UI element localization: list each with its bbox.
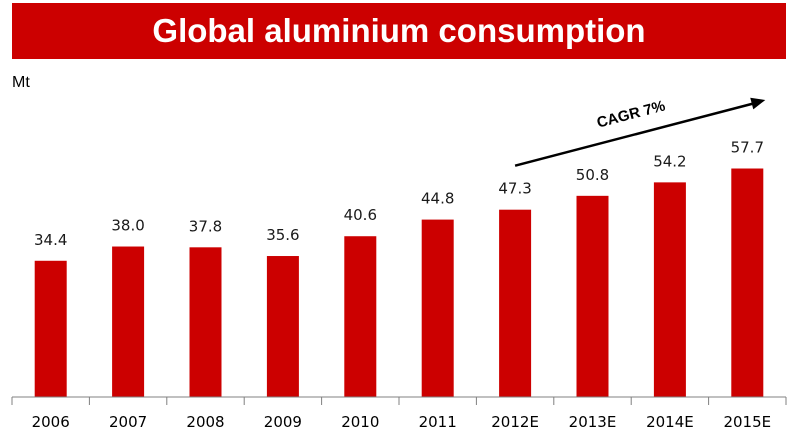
data-label-2011: 44.8 bbox=[421, 190, 454, 208]
title-banner: Global aluminium consumption bbox=[12, 3, 786, 59]
x-tick-label-2008: 2008 bbox=[186, 413, 224, 431]
x-tick-label-2014E: 2014E bbox=[646, 413, 694, 431]
data-label-2009: 35.6 bbox=[266, 226, 299, 244]
page-title: Global aluminium consumption bbox=[152, 12, 646, 49]
bar-2011 bbox=[421, 219, 454, 397]
x-tick-label-2015E: 2015E bbox=[723, 413, 771, 431]
bar-2015E bbox=[731, 168, 764, 397]
data-label-2006: 34.4 bbox=[34, 231, 67, 249]
cagr-arrow-head bbox=[750, 97, 766, 110]
data-label-2012E: 47.3 bbox=[498, 180, 531, 198]
bar-2014E bbox=[653, 182, 686, 397]
bar-2009 bbox=[266, 256, 299, 397]
bar-2008 bbox=[189, 247, 222, 397]
bar-2012E bbox=[499, 209, 532, 397]
data-label-2015E: 57.7 bbox=[731, 139, 764, 157]
data-label-2013E: 50.8 bbox=[576, 166, 609, 184]
cagr-annotation: CAGR 7% bbox=[595, 97, 667, 131]
x-tick-label-2009: 2009 bbox=[264, 413, 302, 431]
bar-2013E bbox=[576, 195, 609, 397]
bar-2010 bbox=[344, 236, 377, 397]
x-tick-label-2006: 2006 bbox=[32, 413, 70, 431]
x-tick-label-2011: 2011 bbox=[419, 413, 457, 431]
data-label-2008: 37.8 bbox=[189, 217, 222, 235]
data-label-2010: 40.6 bbox=[344, 206, 377, 224]
bar-2006 bbox=[34, 260, 67, 397]
y-axis-unit-label: Mt bbox=[12, 74, 30, 91]
x-tick-label-2013E: 2013E bbox=[569, 413, 617, 431]
x-tick-label-2010: 2010 bbox=[341, 413, 379, 431]
cagr-arrow-line bbox=[514, 101, 756, 167]
x-tick-label-2007: 2007 bbox=[109, 413, 147, 431]
data-label-2007: 38.0 bbox=[111, 217, 144, 235]
data-label-2014E: 54.2 bbox=[653, 152, 686, 170]
x-tick-label-2012E: 2012E bbox=[491, 413, 539, 431]
bar-2007 bbox=[112, 246, 145, 397]
